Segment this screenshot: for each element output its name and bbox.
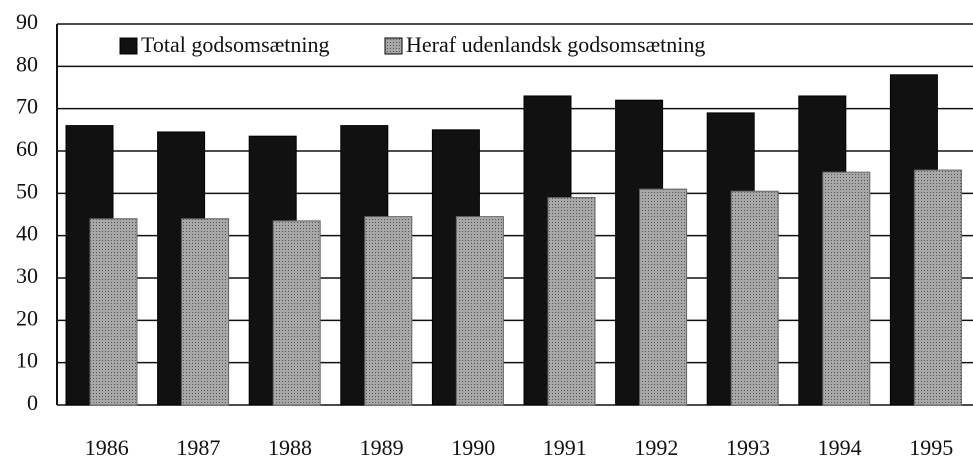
x-tick-label: 1987 xyxy=(176,435,220,460)
bar xyxy=(730,190,779,406)
legend-label: Total godsomsætning xyxy=(141,32,330,57)
legend-swatch xyxy=(384,37,403,55)
y-tick-label: 60 xyxy=(16,136,38,161)
bar xyxy=(272,220,321,406)
bar xyxy=(822,171,871,406)
y-tick-label: 40 xyxy=(16,221,38,246)
bar xyxy=(455,216,504,406)
legend-bg xyxy=(112,30,802,64)
bar xyxy=(364,216,413,406)
x-tick-label: 1988 xyxy=(268,435,312,460)
x-tick-label: 1993 xyxy=(726,435,770,460)
x-tick-label: 1992 xyxy=(634,435,678,460)
x-tick-label: 1994 xyxy=(818,435,862,460)
bar xyxy=(89,218,138,406)
bar xyxy=(181,218,230,406)
legend-swatch xyxy=(119,37,138,55)
x-tick-label: 1995 xyxy=(909,435,953,460)
x-tick-label: 1991 xyxy=(543,435,587,460)
bar xyxy=(913,169,962,406)
y-tick-label: 90 xyxy=(16,9,38,34)
x-tick-label: 1986 xyxy=(85,435,129,460)
bar xyxy=(639,188,688,406)
legend-label: Heraf udenlandsk godsomsætning xyxy=(406,32,705,57)
bar xyxy=(547,197,596,406)
x-tick-label: 1990 xyxy=(451,435,495,460)
y-tick-label: 80 xyxy=(16,51,38,76)
y-tick-label: 0 xyxy=(27,390,38,415)
y-tick-label: 50 xyxy=(16,178,38,203)
y-tick-label: 70 xyxy=(16,94,38,119)
y-tick-label: 10 xyxy=(16,348,38,373)
x-tick-label: 1989 xyxy=(360,435,404,460)
y-tick-label: 30 xyxy=(16,263,38,288)
y-tick-label: 20 xyxy=(16,305,38,330)
